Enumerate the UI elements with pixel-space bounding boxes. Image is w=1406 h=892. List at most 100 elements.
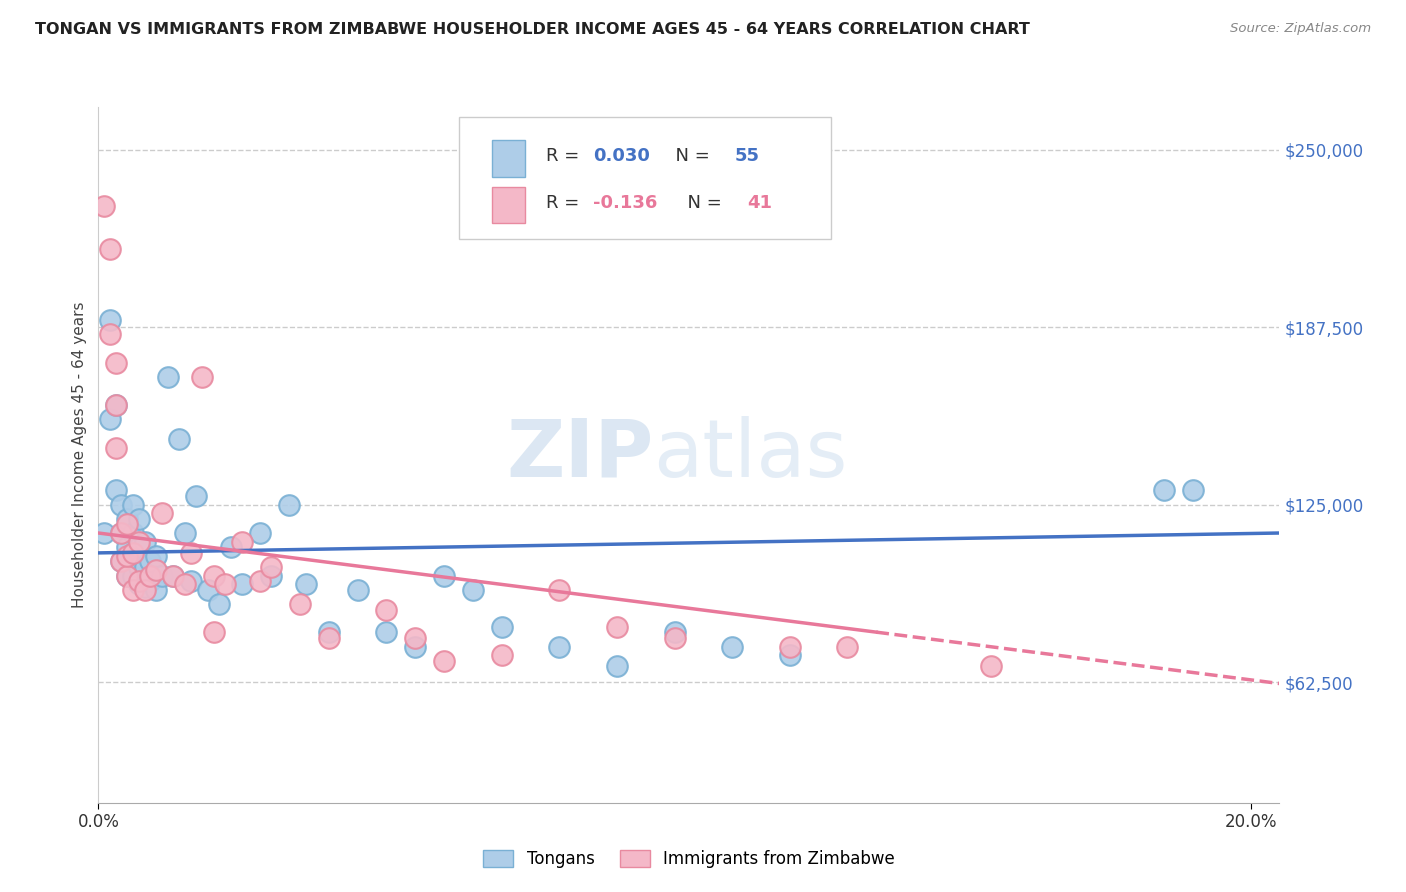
Point xyxy=(664,625,686,640)
Point xyxy=(128,540,150,554)
Point xyxy=(249,526,271,541)
Point xyxy=(260,568,283,582)
Point xyxy=(404,640,426,654)
Point xyxy=(721,640,744,654)
Point xyxy=(219,540,242,554)
Point xyxy=(837,640,859,654)
Point xyxy=(375,625,398,640)
Text: N =: N = xyxy=(676,194,727,212)
Point xyxy=(104,356,127,370)
Point xyxy=(98,412,121,426)
Text: R =: R = xyxy=(546,147,585,165)
Point xyxy=(134,534,156,549)
Point xyxy=(260,560,283,574)
Point xyxy=(139,554,162,568)
Text: R =: R = xyxy=(546,194,585,212)
Point xyxy=(548,582,571,597)
Point xyxy=(214,577,236,591)
Point xyxy=(162,568,184,582)
Point xyxy=(197,582,219,597)
Legend: Tongans, Immigrants from Zimbabwe: Tongans, Immigrants from Zimbabwe xyxy=(477,843,901,874)
Point xyxy=(115,540,138,554)
Point xyxy=(208,597,231,611)
Point xyxy=(110,498,132,512)
Point xyxy=(104,398,127,412)
Point xyxy=(104,441,127,455)
Point xyxy=(433,654,456,668)
Point xyxy=(288,597,311,611)
FancyBboxPatch shape xyxy=(458,118,831,239)
Point xyxy=(779,640,801,654)
Point xyxy=(491,648,513,662)
Point xyxy=(180,574,202,589)
Point xyxy=(110,526,132,541)
Point xyxy=(128,534,150,549)
Point xyxy=(1182,483,1205,498)
Point xyxy=(231,577,253,591)
Point xyxy=(162,568,184,582)
Point xyxy=(104,398,127,412)
Point xyxy=(134,582,156,597)
Point xyxy=(346,582,368,597)
Text: 41: 41 xyxy=(747,194,772,212)
Text: -0.136: -0.136 xyxy=(593,194,658,212)
Text: atlas: atlas xyxy=(654,416,848,494)
Point xyxy=(548,640,571,654)
Point xyxy=(128,560,150,574)
Point xyxy=(122,498,145,512)
Point xyxy=(93,199,115,213)
Text: Source: ZipAtlas.com: Source: ZipAtlas.com xyxy=(1230,22,1371,36)
Point xyxy=(110,526,132,541)
Point xyxy=(295,577,318,591)
Point xyxy=(186,489,208,503)
Text: TONGAN VS IMMIGRANTS FROM ZIMBABWE HOUSEHOLDER INCOME AGES 45 - 64 YEARS CORRELA: TONGAN VS IMMIGRANTS FROM ZIMBABWE HOUSE… xyxy=(35,22,1031,37)
Point xyxy=(128,512,150,526)
Point xyxy=(156,369,179,384)
Text: 55: 55 xyxy=(735,147,761,165)
Point xyxy=(145,549,167,563)
Point xyxy=(134,560,156,574)
Point xyxy=(664,631,686,645)
Point xyxy=(249,574,271,589)
Point xyxy=(115,517,138,532)
Point xyxy=(491,620,513,634)
Point xyxy=(779,648,801,662)
Y-axis label: Householder Income Ages 45 - 64 years: Householder Income Ages 45 - 64 years xyxy=(72,301,87,608)
Point xyxy=(122,582,145,597)
Point xyxy=(461,582,484,597)
Point xyxy=(128,574,150,589)
Point xyxy=(134,580,156,594)
Point xyxy=(98,242,121,256)
Point xyxy=(122,546,145,560)
Point xyxy=(150,506,173,520)
Point xyxy=(202,625,225,640)
Point xyxy=(167,432,190,446)
Point xyxy=(122,526,145,541)
Point xyxy=(318,625,340,640)
Point xyxy=(110,554,132,568)
Point xyxy=(606,620,628,634)
Point xyxy=(115,568,138,582)
Point xyxy=(173,577,195,591)
Point xyxy=(433,568,456,582)
Point xyxy=(104,483,127,498)
Point xyxy=(980,659,1002,673)
Point xyxy=(202,568,225,582)
Point xyxy=(606,659,628,673)
Point xyxy=(191,369,214,384)
Point xyxy=(128,577,150,591)
Point xyxy=(139,568,162,582)
Point xyxy=(375,603,398,617)
Point xyxy=(98,313,121,327)
Point xyxy=(173,526,195,541)
Point xyxy=(139,574,162,589)
Text: 0.030: 0.030 xyxy=(593,147,650,165)
Point xyxy=(231,534,253,549)
Point xyxy=(180,546,202,560)
Text: ZIP: ZIP xyxy=(506,416,654,494)
Point xyxy=(145,563,167,577)
Point xyxy=(122,568,145,582)
Point xyxy=(122,546,145,560)
Point xyxy=(110,554,132,568)
Point xyxy=(277,498,299,512)
